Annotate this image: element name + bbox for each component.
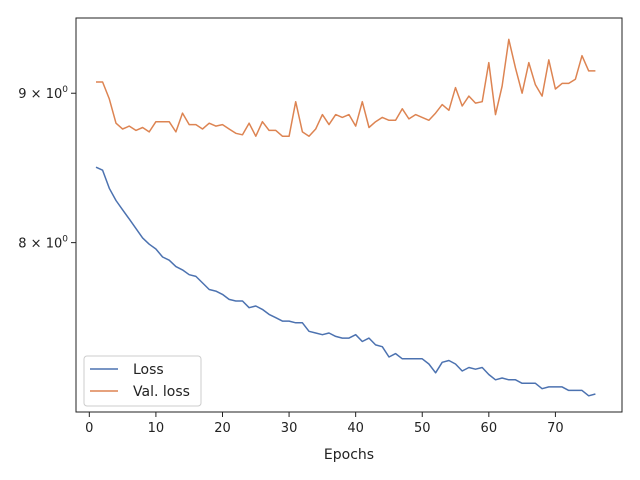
- x-axis-label: Epochs: [324, 447, 374, 463]
- plot-area: [75, 17, 623, 413]
- x-axis-ticks: 0 10 20 30 40 50 60 70: [85, 412, 564, 436]
- x-tick-label: 50: [414, 421, 431, 436]
- legend: Loss Val. loss: [83, 355, 202, 407]
- legend-label: Val. loss: [133, 384, 190, 400]
- legend-label: Loss: [133, 362, 164, 378]
- y-axis-ticks: 8 × 100 9 × 100: [18, 85, 76, 252]
- x-tick-label: 20: [214, 421, 231, 436]
- x-tick-label: 60: [481, 421, 498, 436]
- series-layer: [95, 38, 596, 397]
- y-tick-label: 8 × 100: [18, 235, 68, 252]
- x-tick-label: 0: [85, 421, 93, 436]
- series-line-val-loss: [96, 38, 596, 137]
- x-tick-label: 70: [547, 421, 564, 436]
- x-tick-label: 10: [148, 421, 165, 436]
- y-tick-label: 9 × 100: [18, 85, 68, 102]
- series-line-loss: [95, 166, 596, 397]
- x-tick-label: 30: [281, 421, 298, 436]
- x-tick-label: 40: [347, 421, 364, 436]
